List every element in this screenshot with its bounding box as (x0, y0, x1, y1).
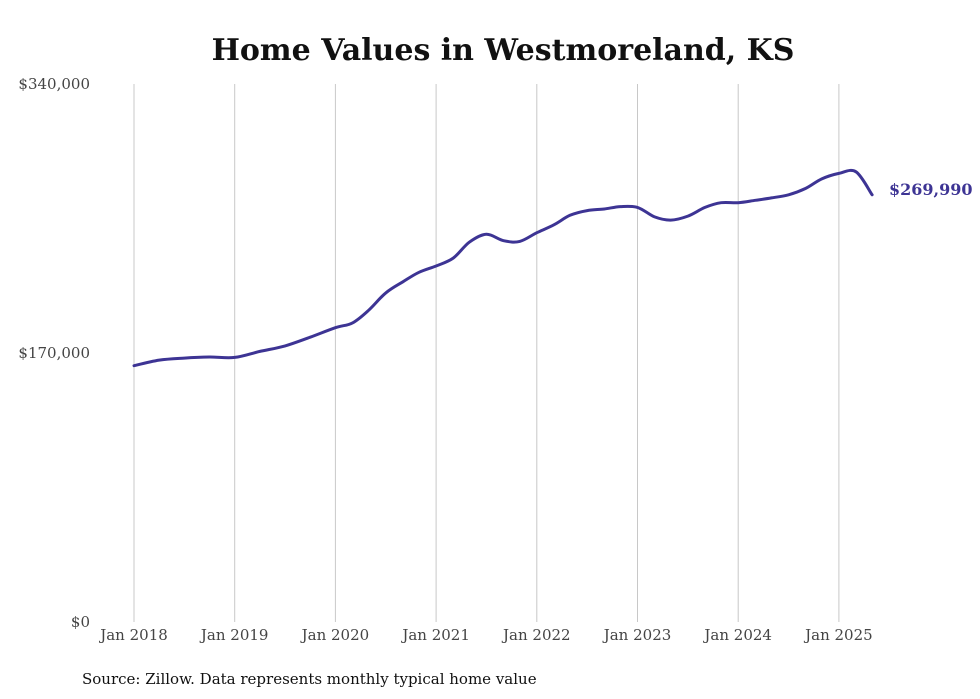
source-note: Source: Zillow. Data represents monthly … (82, 670, 537, 688)
x-tick-label: Jan 2023 (602, 626, 672, 644)
x-tick-label: Jan 2020 (300, 626, 370, 644)
home-value-line (132, 168, 874, 368)
x-tick-label: Jan 2022 (501, 626, 571, 644)
x-axis-ticks: Jan 2018 Jan 2019 Jan 2020 Jan 2021 Jan 2022… (98, 626, 872, 644)
y-tick-label: $340,000 (18, 75, 90, 93)
chart-title: Home Values in Westmoreland, KS (212, 33, 795, 68)
x-tick-label: Jan 2025 (803, 626, 873, 644)
y-tick-label: $170,000 (18, 344, 90, 362)
grid-lines (133, 84, 840, 622)
x-tick-label: Jan 2019 (199, 626, 269, 644)
y-tick-label: $0 (71, 613, 90, 631)
y-axis-ticks: $0 $170,000 $340,000 (18, 75, 90, 631)
x-tick-label: Jan 2024 (702, 626, 772, 644)
x-tick-label: Jan 2018 (98, 626, 168, 644)
x-tick-label: Jan 2021 (400, 626, 470, 644)
latest-value-label: $269,990 (889, 180, 973, 199)
